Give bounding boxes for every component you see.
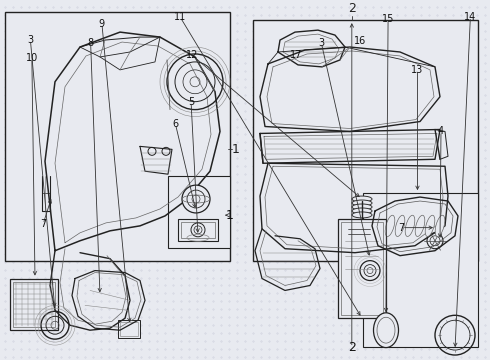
Bar: [363, 193, 478, 347]
Ellipse shape: [415, 215, 425, 237]
Ellipse shape: [373, 313, 398, 347]
Ellipse shape: [352, 208, 372, 214]
Ellipse shape: [395, 215, 405, 237]
Ellipse shape: [352, 196, 372, 202]
Ellipse shape: [385, 215, 395, 237]
Bar: [181, 222, 215, 238]
Bar: [120, 322, 138, 336]
Bar: [168, 176, 230, 248]
Bar: [338, 219, 386, 318]
Text: 2: 2: [348, 341, 356, 354]
Circle shape: [182, 185, 210, 213]
Text: 11: 11: [174, 12, 186, 22]
Bar: [341, 222, 383, 315]
Text: 13: 13: [412, 65, 424, 75]
Ellipse shape: [425, 215, 435, 237]
Text: 15: 15: [382, 14, 394, 24]
Ellipse shape: [377, 317, 395, 343]
Ellipse shape: [435, 215, 445, 237]
Ellipse shape: [405, 215, 415, 237]
Ellipse shape: [352, 200, 372, 206]
Text: 16: 16: [353, 36, 366, 46]
Text: 8: 8: [88, 39, 94, 49]
Text: 17: 17: [290, 50, 303, 60]
Text: 5: 5: [188, 98, 194, 107]
Text: 6: 6: [172, 119, 178, 129]
Ellipse shape: [352, 204, 372, 210]
Bar: [118, 320, 140, 338]
Bar: [5, 12, 230, 261]
Text: 3: 3: [318, 39, 324, 49]
Text: 7: 7: [399, 222, 405, 233]
Text: 14: 14: [465, 12, 476, 22]
Text: 12: 12: [186, 50, 198, 60]
Ellipse shape: [352, 212, 372, 218]
Bar: [253, 20, 478, 261]
Bar: [13, 282, 55, 327]
Text: 4: 4: [438, 126, 444, 136]
Bar: [178, 219, 218, 241]
Text: 3: 3: [27, 35, 33, 45]
Text: 1: 1: [225, 209, 233, 222]
Text: 9: 9: [99, 19, 105, 29]
Text: 1: 1: [232, 143, 240, 156]
Text: 2: 2: [348, 2, 356, 15]
Text: 10: 10: [26, 53, 38, 63]
Bar: [10, 279, 58, 330]
Text: 7: 7: [40, 219, 46, 229]
